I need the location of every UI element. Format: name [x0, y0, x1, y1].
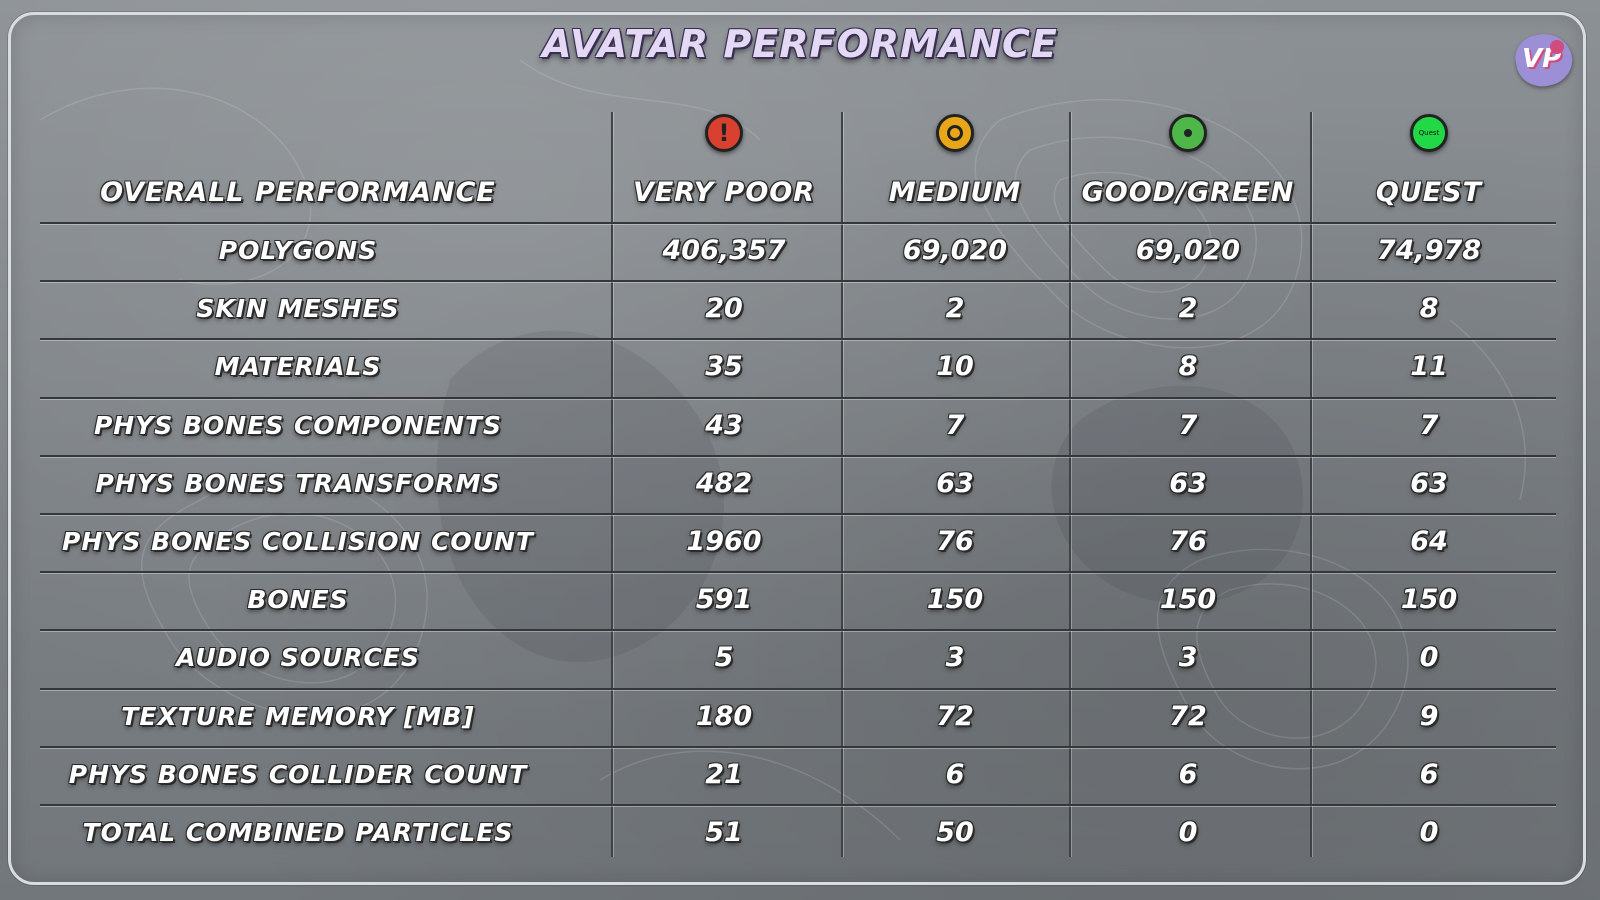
row-divider: [40, 338, 1556, 340]
table-cell: 0: [1419, 817, 1439, 848]
row-divider: [40, 513, 1556, 515]
column-header-quest: QUEST: [1375, 177, 1483, 208]
row-divider: [40, 804, 1556, 806]
table-cell: 591: [695, 584, 753, 615]
table-cell: 72: [936, 701, 974, 732]
very-poor-icon: [705, 114, 743, 152]
table-cell: 9: [1419, 701, 1439, 732]
table-cell: 150: [926, 584, 984, 615]
table-cell: 6: [1419, 759, 1439, 790]
table-cell: 5: [714, 642, 734, 673]
table-cell: 150: [1400, 584, 1458, 615]
table-cell: 43: [705, 410, 743, 441]
row-divider: [40, 629, 1556, 631]
row-label-phys-bones-collider-count: PHYS BONES COLLIDER COUNT: [68, 760, 528, 789]
column-header-good-green: GOOD/GREEN: [1081, 177, 1295, 208]
table-cell: 50: [936, 817, 974, 848]
page-title: AVATAR PERFORMANCE: [542, 22, 1058, 66]
table-cell: 7: [1178, 410, 1198, 441]
row-label-phys-bones-components: PHYS BONES COMPONENTS: [93, 411, 503, 440]
table-cell: 76: [936, 526, 974, 557]
row-label-audio-sources: AUDIO SOURCES: [176, 643, 420, 672]
row-divider: [40, 455, 1556, 457]
vp-logo: VP: [1511, 28, 1577, 94]
table-cell: 51: [705, 817, 743, 848]
medium-icon: [936, 114, 974, 152]
table-cell: 1960: [686, 526, 762, 557]
table-cell: 10: [936, 351, 974, 382]
table-cell: 21: [705, 759, 743, 790]
table-cell: 6: [1178, 759, 1198, 790]
table-cell: 150: [1159, 584, 1217, 615]
column-divider: [1310, 112, 1312, 857]
table-cell: 406,357: [662, 235, 786, 266]
table-cell: 0: [1419, 642, 1439, 673]
table-cell: 11: [1410, 351, 1448, 382]
table-cell: 69,020: [1135, 235, 1241, 266]
table-cell: 76: [1169, 526, 1207, 557]
table-cell: 8: [1419, 293, 1439, 324]
row-label-skin-meshes: SKIN MESHES: [196, 294, 400, 323]
column-divider: [611, 112, 613, 857]
table-cell: 20: [705, 293, 743, 324]
table-cell: 69,020: [902, 235, 1008, 266]
quest-icon: Quest: [1410, 114, 1448, 152]
header-row-label: OVERALL PERFORMANCE: [100, 177, 496, 208]
column-divider: [1069, 112, 1071, 857]
table-cell: 3: [1178, 642, 1198, 673]
column-header-very-poor: VERY POOR: [632, 177, 816, 208]
table-cell: 63: [1169, 468, 1207, 499]
row-divider: [40, 397, 1556, 399]
table-cell: 7: [1419, 410, 1439, 441]
table-cell: 7: [945, 410, 965, 441]
table-cell: 63: [936, 468, 974, 499]
table-cell: 74,978: [1376, 235, 1482, 266]
row-label-polygons: POLYGONS: [218, 236, 378, 265]
table-cell: 3: [945, 642, 965, 673]
table-cell: 2: [1178, 293, 1198, 324]
table-cell: 64: [1410, 526, 1448, 557]
table-cell: 482: [695, 468, 753, 499]
row-label-bones: BONES: [247, 585, 349, 614]
row-divider: [40, 746, 1556, 748]
row-divider: [40, 571, 1556, 573]
row-label-phys-bones-transforms: PHYS BONES TRANSFORMS: [95, 469, 501, 498]
paw-icon: [1550, 40, 1564, 54]
row-divider: [40, 222, 1556, 224]
row-label-total-combined-particles: TOTAL COMBINED PARTICLES: [82, 818, 514, 847]
card-frame: [8, 12, 1586, 885]
table-cell: 0: [1178, 817, 1198, 848]
row-divider: [40, 688, 1556, 690]
table-cell: 6: [945, 759, 965, 790]
table-cell: 2: [945, 293, 965, 324]
row-divider: [40, 280, 1556, 282]
quest-icon-label: Quest: [1418, 129, 1440, 137]
table-cell: 8: [1178, 351, 1198, 382]
column-header-medium: MEDIUM: [888, 177, 1022, 208]
row-label-phys-bones-collision-count: PHYS BONES COLLISION COUNT: [62, 527, 534, 556]
table-cell: 180: [695, 701, 753, 732]
column-divider: [841, 112, 843, 857]
row-label-texture-memory-mb: TEXTURE MEMORY [MB]: [121, 702, 475, 731]
table-cell: 72: [1169, 701, 1207, 732]
row-label-materials: MATERIALS: [214, 352, 382, 381]
table-cell: 35: [705, 351, 743, 382]
good-icon: [1169, 114, 1207, 152]
table-cell: 63: [1410, 468, 1448, 499]
